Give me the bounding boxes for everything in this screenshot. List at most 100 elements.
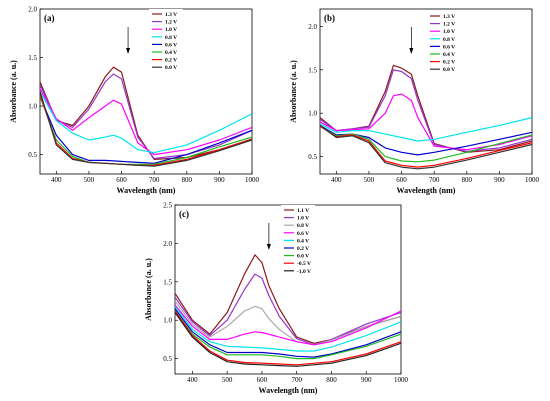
y-axis-label: Absorbance (a. u.) (9, 60, 18, 123)
series-line (40, 88, 252, 156)
x-tick-label: 800 (182, 176, 193, 184)
legend-label: 0.2 V (297, 246, 309, 252)
series-line (40, 91, 252, 167)
legend-label: 0.2 V (443, 60, 455, 66)
arrow-head (126, 48, 131, 54)
legend-label: 0.0 V (165, 65, 177, 71)
legend-box (427, 11, 461, 75)
y-tick-label: 0.5 (308, 153, 317, 161)
y-tick-label: 1.0 (308, 110, 317, 118)
legend-label: 1.3 V (443, 14, 455, 20)
legend-label: 0.2 V (165, 58, 177, 64)
x-tick-label: 500 (84, 176, 95, 184)
y-tick-label: 1.5 (308, 66, 317, 74)
series-group (320, 64, 532, 170)
legend: 1.1 V 1.0 V0.8 V 0.6 V0.4 V 0.2 V 0.0 V-0.5 … (281, 205, 315, 277)
legend-label: 1.3 V (165, 12, 177, 18)
y-tick-label: 2.0 (308, 23, 317, 31)
x-tick-label: 400 (51, 176, 62, 184)
legend-label: 0.6 V (165, 42, 177, 48)
series-group (40, 66, 252, 167)
x-tick-label: 1000 (525, 176, 540, 184)
legend-label: 1.2 V (443, 22, 455, 28)
series-group (175, 254, 401, 367)
series-line (320, 124, 532, 170)
plot-frame (319, 8, 533, 175)
x-tick-label: 800 (326, 376, 337, 384)
legend-label: 0.6 V (443, 44, 455, 50)
x-tick-label: 500 (222, 376, 233, 384)
x-tick-label: 1000 (245, 176, 260, 184)
y-axis-label: Absorbance (a. u.) (289, 60, 298, 123)
legend-label: 0.8 V (443, 37, 455, 43)
chart-panel-b: 400 500 600 700 800 900 1000 0.5 1.0 1.5 2.0 Wavele… (289, 8, 540, 195)
arrow-head (409, 48, 414, 54)
legend: 1.3 V 1.2 V1.0 V 0.8 V0.6 V 0.4 V 0.2 V0.0 V (427, 11, 461, 75)
x-axis-label: Wavelength (nm) (117, 186, 176, 195)
y-tick-label: 2.0 (163, 240, 172, 248)
legend-label: 0.0 V (443, 67, 455, 73)
y-tick-label: 1.5 (28, 54, 37, 62)
x-tick-label: 700 (149, 176, 160, 184)
x-tick-label: 900 (361, 376, 372, 384)
series-line (320, 69, 532, 152)
series-line (175, 310, 401, 366)
x-tick-label: 600 (396, 176, 407, 184)
legend-label: 0.8 V (165, 35, 177, 41)
legend-label: 0.4 V (165, 50, 177, 56)
x-tick-label: 600 (257, 376, 268, 384)
series-line (175, 312, 401, 367)
legend-label: -0.5 V (297, 261, 311, 267)
y-tick-label: 1.0 (28, 103, 37, 111)
x-axis-label: Wavelength (nm) (259, 386, 318, 395)
x-tick-label: 700 (429, 176, 440, 184)
series-line (40, 96, 252, 164)
legend-box (149, 9, 183, 73)
series-line (40, 66, 252, 160)
legend-label: 1.0 V (443, 29, 455, 35)
series-line (320, 93, 532, 151)
y-tick-label: 2.5 (163, 202, 172, 210)
y-tick-label: 1.0 (163, 317, 172, 325)
series-line (40, 91, 252, 154)
series-line (175, 308, 401, 358)
legend-label: -1.0 V (297, 269, 311, 275)
series-line (175, 304, 401, 346)
legend-label: 0.8 V (297, 223, 309, 229)
x-tick-label: 1000 (394, 376, 409, 384)
legend-label: 0.4 V (297, 238, 309, 244)
series-line (175, 300, 401, 346)
series-line (175, 310, 401, 360)
chart-panel-a: 400 500 600 700 800 900 1000 0.5 1.0 1.5 2.0 Wavele… (9, 6, 260, 196)
series-line (320, 117, 532, 142)
y-tick-label: 0.5 (163, 355, 172, 363)
x-tick-label: 900 (214, 176, 225, 184)
y-axis-label: Absorbance (a. u.) (144, 258, 153, 321)
y-tick-label: 2.0 (28, 6, 37, 14)
legend-label: 1.1 V (297, 208, 309, 214)
y-tick-label: 0.5 (28, 151, 37, 159)
series-line (175, 273, 401, 346)
panel-label: (b) (324, 13, 335, 23)
series-line (320, 125, 532, 168)
legend-label: 0.6 V (297, 231, 309, 237)
series-line (175, 306, 401, 352)
series-line (320, 125, 532, 163)
x-axis-label: Wavelength (nm) (397, 186, 456, 195)
arrow-head (266, 244, 271, 250)
legend-label: 1.0 V (297, 216, 309, 222)
legend-label: 0.4 V (443, 52, 455, 58)
legend-label: 0.0 V (297, 254, 309, 260)
y-tick-label: 1.5 (163, 278, 172, 286)
x-tick-label: 800 (462, 176, 473, 184)
x-tick-label: 900 (494, 176, 505, 184)
legend-label: 1.2 V (165, 20, 177, 26)
legend-label: 1.0 V (165, 27, 177, 33)
x-tick-label: 700 (291, 376, 302, 384)
x-tick-label: 400 (331, 176, 342, 184)
x-tick-label: 600 (116, 176, 127, 184)
x-tick-label: 400 (187, 376, 198, 384)
legend: 1.3 V 1.2 V1.0 V 0.8 V0.6 V 0.4 V 0.2 V0.0 V (149, 9, 183, 73)
panel-label: (c) (179, 209, 189, 219)
series-line (40, 73, 252, 160)
